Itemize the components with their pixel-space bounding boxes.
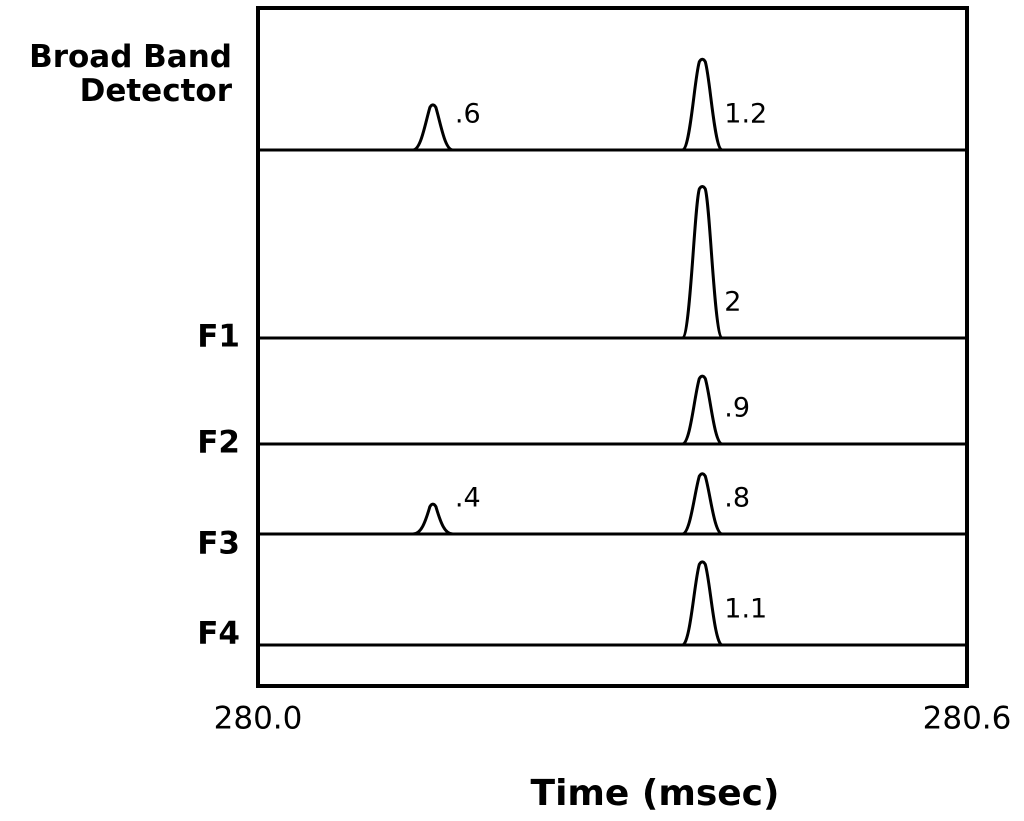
x-tick-label: 280.6 [923,701,1012,737]
peak-label: .4 [455,483,481,514]
x-axis-label: Time (msec) [531,773,780,814]
x-tick-label: 280.0 [214,701,303,737]
peak-label: .8 [724,483,750,514]
peak-label: 1.2 [724,99,767,130]
peak-label: .6 [455,99,481,130]
peak-label: 2 [724,287,741,318]
series-label: F1 [197,319,240,355]
peak [680,185,724,340]
peak [680,57,724,152]
series-label: F4 [197,616,240,652]
peak [680,560,724,647]
peak [412,103,454,152]
peak [681,374,724,446]
plot-frame [256,6,969,688]
series-label: F3 [197,526,240,562]
peak-label: .9 [724,393,750,424]
peak-label: 1.1 [724,594,767,625]
peak [681,472,724,536]
series-label: Broad Band Detector [29,39,232,109]
series-label: F2 [197,425,240,461]
peak [412,502,454,536]
